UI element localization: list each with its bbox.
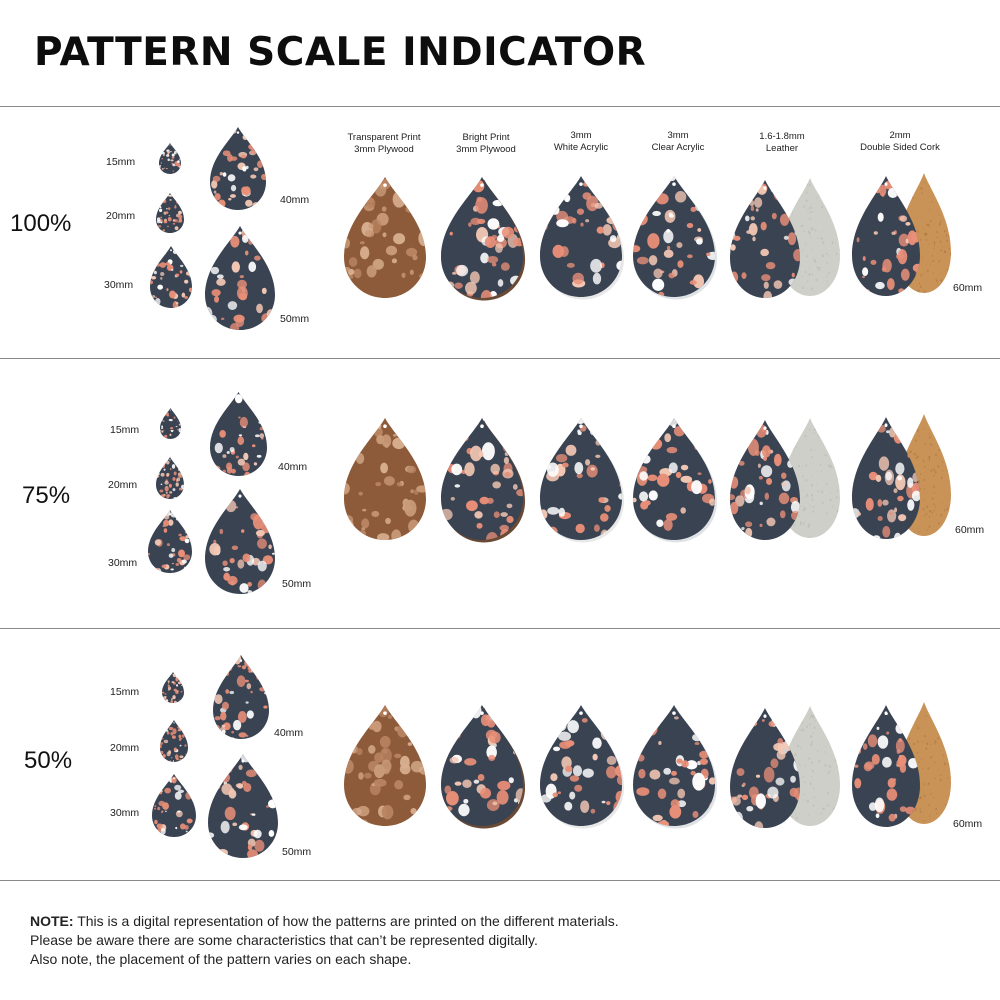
sample-drop-40mm	[210, 392, 267, 476]
material-label-white-acrylic: 3mm White Acrylic	[553, 130, 609, 153]
sample-drop-15mm	[162, 672, 184, 703]
size-label-15mm: 15mm	[110, 424, 140, 436]
note-label: NOTE:	[30, 913, 74, 929]
drop-leather-front	[730, 180, 800, 298]
sample-drop-20mm	[156, 457, 184, 499]
size-label-20mm: 20mm	[106, 210, 136, 222]
size-label-60mm: 60mm	[953, 818, 983, 830]
size-label-30mm: 30mm	[104, 279, 134, 291]
material-label-transparent-plywood: Transparent Print 3mm Plywood	[347, 132, 421, 155]
sample-drop-50mm	[208, 754, 278, 858]
drop-leather-front	[730, 420, 800, 540]
sample-drop-15mm	[159, 143, 181, 174]
sample-drop-20mm	[160, 720, 188, 762]
drop-cork-front	[852, 705, 920, 827]
size-label-40mm: 40mm	[278, 461, 308, 473]
drop-clear-acrylic	[633, 418, 718, 543]
scale-label-50: 50%	[24, 747, 73, 774]
sample-drop-15mm	[160, 408, 181, 439]
drop-bright-plywood	[441, 705, 526, 829]
sample-drop-30mm	[152, 774, 196, 837]
size-label-30mm: 30mm	[110, 807, 140, 819]
drop-white-acrylic	[540, 176, 625, 300]
size-label-50mm: 50mm	[282, 578, 312, 590]
divider-3	[0, 880, 1000, 881]
drop-transparent-plywood	[344, 418, 426, 540]
scale-label-75: 75%	[22, 482, 71, 509]
drop-transparent-plywood	[344, 177, 426, 298]
size-label-50mm: 50mm	[280, 313, 310, 325]
material-label-leather: 1.6-1.8mm Leather	[759, 131, 805, 154]
sample-drop-40mm	[213, 655, 269, 739]
size-label-50mm: 50mm	[282, 846, 312, 858]
drop-bright-plywood	[441, 177, 526, 301]
disclaimer-note: NOTE: This is a digital representation o…	[30, 912, 619, 969]
size-label-30mm: 30mm	[108, 557, 138, 569]
size-label-40mm: 40mm	[280, 194, 310, 206]
size-label-15mm: 15mm	[106, 156, 136, 168]
sample-drop-30mm	[150, 246, 192, 308]
material-label-clear-acrylic: 3mm Clear Acrylic	[651, 130, 705, 153]
size-label-60mm: 60mm	[953, 282, 983, 294]
size-label-15mm: 15mm	[110, 686, 140, 698]
drop-white-acrylic	[540, 705, 625, 829]
page-title: PATTERN SCALE INDICATOR	[34, 30, 647, 75]
divider-2	[0, 628, 1000, 629]
size-label-60mm: 60mm	[955, 524, 985, 536]
scale-label-100: 100%	[10, 210, 72, 237]
divider-top	[0, 106, 1000, 107]
drop-leather-front	[730, 708, 800, 828]
drop-transparent-plywood	[344, 705, 426, 826]
drop-clear-acrylic	[633, 176, 718, 300]
size-label-20mm: 20mm	[108, 479, 138, 491]
divider-1	[0, 358, 1000, 359]
material-label-cork: 2mm Double Sided Cork	[860, 130, 940, 153]
sample-drop-20mm	[156, 193, 184, 233]
note-line-3: Also note, the placement of the pattern …	[30, 951, 412, 967]
drop-clear-acrylic	[633, 705, 718, 829]
sample-drop-40mm	[210, 127, 266, 210]
drop-cork-front	[852, 176, 920, 296]
sample-drop-50mm	[205, 489, 275, 594]
sample-drop-30mm	[148, 510, 192, 573]
note-line-2: Please be aware there are some character…	[30, 932, 538, 948]
drop-bright-plywood	[441, 418, 526, 543]
sample-drop-50mm	[205, 226, 275, 330]
drop-cork-front	[852, 417, 920, 539]
size-label-20mm: 20mm	[110, 742, 140, 754]
material-label-bright-plywood: Bright Print 3mm Plywood	[456, 132, 516, 155]
drop-white-acrylic	[540, 418, 625, 543]
note-line-1: This is a digital representation of how …	[73, 913, 619, 929]
size-label-40mm: 40mm	[274, 727, 304, 739]
